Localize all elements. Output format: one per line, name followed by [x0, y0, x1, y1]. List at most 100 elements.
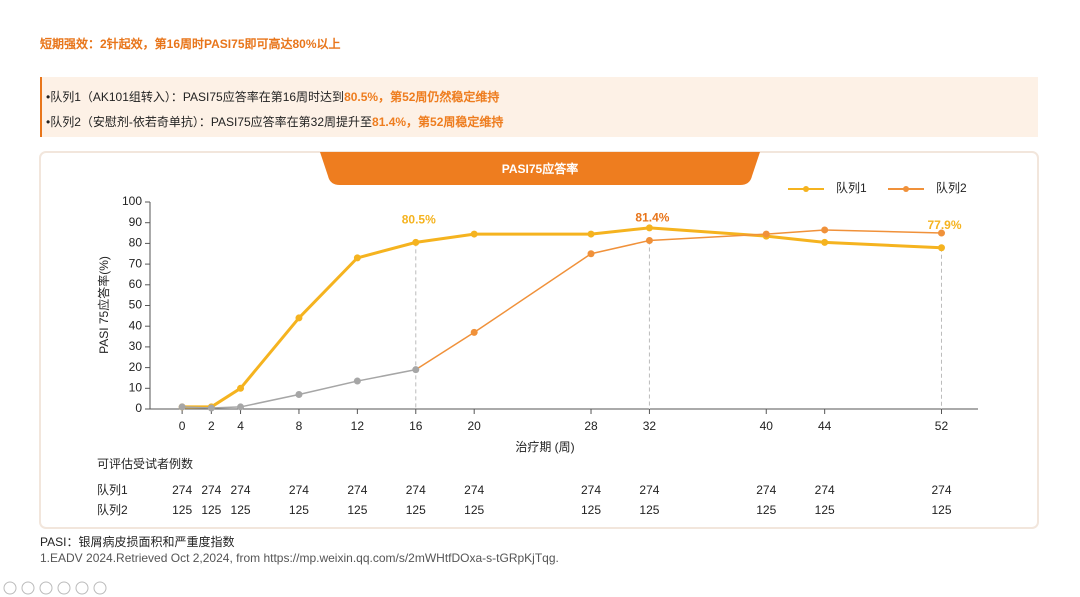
value-label: 80.5%: [402, 213, 436, 227]
slide-title: 短期强效：2针起效，第16周时PASI75即可高达80%以上: [40, 36, 341, 51]
table-cell: 125: [172, 503, 192, 517]
y-tick-label: 50: [129, 298, 143, 312]
table-cell: 274: [815, 483, 835, 497]
y-tick-label: 40: [129, 318, 143, 332]
point: [821, 226, 829, 234]
value-label: 81.4%: [635, 211, 669, 225]
bullet: •队列2（安慰剂-依若奇单抗）：PASI75应答率在第32周提升至81.4%，第…: [46, 114, 503, 129]
line-segment: [415, 331, 475, 371]
line-segment: [415, 232, 475, 244]
x-tick-label: 2: [208, 419, 215, 433]
line-segment: [590, 239, 650, 255]
table-cell: 125: [639, 503, 659, 517]
bullet-text: •队列2（安慰剂-依若奇单抗）：PASI75应答率在第32周提升至: [46, 114, 372, 129]
point: [587, 230, 595, 238]
point: [353, 254, 361, 262]
point: [353, 377, 361, 385]
x-tick-label: 8: [296, 419, 303, 433]
footnote: 1.EADV 2024.Retrieved Oct 2,2024, from h…: [40, 551, 559, 565]
point: [821, 238, 829, 246]
table-row-label: 队列1: [97, 482, 128, 497]
table-cell: 125: [464, 503, 484, 517]
table-cell: 274: [201, 483, 221, 497]
line-segment: [766, 234, 825, 244]
point: [762, 230, 770, 238]
legend-marker: [903, 186, 909, 192]
bullet-text: •队列1（AK101组转入）：PASI75应答率在第16周时达到: [46, 89, 344, 104]
x-tick-label: 44: [818, 419, 832, 433]
x-tick-label: 12: [351, 419, 365, 433]
table-cell: 274: [231, 483, 251, 497]
line-segment: [473, 253, 592, 334]
value-label: 77.9%: [927, 218, 961, 232]
line-segment: [239, 316, 301, 390]
chart-title: PASI75应答率: [502, 161, 578, 176]
y-tick-label: 70: [129, 256, 143, 270]
chart-tab: [320, 152, 760, 185]
line-segment: [590, 226, 650, 236]
y-tick-label: 80: [129, 236, 143, 250]
legend-label: 队列2: [936, 180, 967, 195]
y-tick-label: 100: [122, 194, 142, 208]
point: [178, 403, 186, 411]
line-segment: [210, 387, 242, 409]
table-cell: 274: [406, 483, 426, 497]
bullet-box: [40, 77, 1038, 137]
x-axis-label: 治疗期 (周): [515, 440, 574, 454]
table-cell: 125: [289, 503, 309, 517]
point: [645, 237, 653, 245]
table-cell: 125: [201, 503, 221, 517]
line-segment: [649, 233, 767, 242]
x-tick-label: 28: [584, 419, 598, 433]
table-row-label: 队列2: [97, 502, 128, 517]
y-tick-label: 60: [129, 277, 143, 291]
table-cell: 274: [931, 483, 951, 497]
point: [295, 314, 303, 322]
line-segment: [766, 229, 825, 235]
x-tick-label: 4: [237, 419, 244, 433]
table-cell: 125: [756, 503, 776, 517]
y-tick-label: 0: [135, 401, 142, 415]
x-tick-label: 32: [643, 419, 657, 433]
table-cell: 125: [931, 503, 951, 517]
nav-icons[interactable]: [3, 581, 107, 595]
table-cell: 125: [231, 503, 251, 517]
line-segment: [211, 406, 241, 409]
table-cell: 274: [172, 483, 192, 497]
x-tick-label: 20: [468, 419, 482, 433]
y-axis-label: PASI 75应答率(%): [96, 256, 111, 354]
table-cell: 274: [289, 483, 309, 497]
y-tick-label: 10: [129, 380, 143, 394]
table-cell: 125: [406, 503, 426, 517]
chart-panel: [39, 151, 1039, 529]
table-cell: 125: [815, 503, 835, 517]
line-segment: [182, 406, 212, 409]
legend-label: 队列1: [836, 180, 867, 195]
y-tick-label: 90: [129, 215, 143, 229]
point: [470, 230, 478, 238]
point: [237, 403, 245, 411]
x-tick-label: 16: [409, 419, 423, 433]
x-tick-label: 52: [935, 419, 949, 433]
point: [237, 384, 245, 392]
line-segment: [297, 256, 359, 319]
x-tick-label: 40: [760, 419, 774, 433]
table-cell: 274: [581, 483, 601, 497]
table-cell: 274: [347, 483, 367, 497]
table-cell: 274: [639, 483, 659, 497]
bullet: •队列1（AK101组转入）：PASI75应答率在第16周时达到80.5%，第5…: [46, 89, 499, 104]
bullet-highlight: 80.5%，第52周仍然稳定维持: [344, 89, 499, 104]
y-tick-label: 20: [129, 360, 143, 374]
legend-marker: [803, 186, 809, 192]
footnote: PASI：银屑病皮损面积和严重度指数: [40, 534, 234, 549]
table-cell: 274: [756, 483, 776, 497]
point: [470, 328, 478, 336]
point: [295, 391, 303, 399]
line-segment: [357, 368, 416, 382]
point: [937, 229, 945, 237]
point: [587, 250, 595, 258]
table-cell: 125: [581, 503, 601, 517]
line-segment: [824, 240, 942, 250]
line-segment: [240, 393, 300, 408]
bullet-highlight: 81.4%，第52周稳定维持: [372, 114, 503, 129]
